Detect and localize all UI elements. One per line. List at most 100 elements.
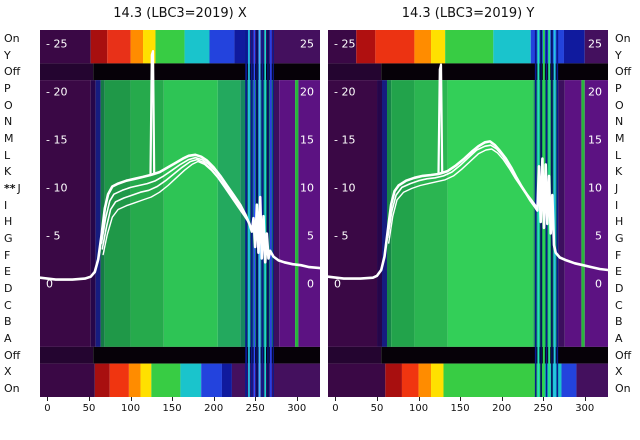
x-tick-label: 0 — [332, 403, 339, 414]
row-label-text: Off — [4, 65, 21, 79]
row-label-on: On — [611, 30, 639, 47]
x-tick-mark — [47, 397, 49, 401]
row-label-b: B — [0, 314, 38, 331]
x-tick-label: 100 — [409, 403, 429, 414]
heatmap-band-strip_bottom — [180, 363, 202, 397]
row-label-text: D — [4, 282, 13, 296]
trace-main — [328, 140, 608, 280]
vertical-stripe — [250, 30, 253, 397]
heatmap-band-off_top — [328, 63, 382, 81]
row-label-text: N — [4, 115, 13, 129]
row-label-text: A — [4, 332, 12, 346]
row-label-m: M — [0, 130, 38, 147]
y-tick-label-right: 5 — [307, 229, 314, 242]
vertical-stripe — [553, 30, 556, 397]
heatmap-band-main — [377, 80, 383, 347]
row-label-i: I — [611, 197, 639, 214]
row-label-g: G — [611, 230, 639, 247]
trace-bundle-3 — [102, 160, 251, 256]
row-label-n: N — [0, 113, 38, 130]
vertical-stripe — [248, 30, 250, 397]
x-tick-label: 200 — [204, 403, 224, 414]
x-tick-mark — [377, 397, 379, 401]
row-label-b: B — [611, 314, 639, 331]
heatmap-band-strip_top — [249, 30, 320, 64]
row-label-off: Off — [611, 347, 639, 364]
vertical-stripe — [253, 30, 256, 397]
row-label-off: Off — [611, 63, 639, 80]
y-tick-label-right: 15 — [300, 133, 314, 146]
row-label-o: O — [0, 97, 38, 114]
heatmap-band-strip_bottom — [109, 363, 129, 397]
row-label-m: M — [611, 130, 639, 147]
row-label-text: K — [615, 165, 623, 179]
row-label-a: A — [0, 330, 38, 347]
row-label-text: K — [4, 165, 12, 179]
heatmap-band-strip_top — [328, 30, 357, 64]
heatmap-band-strip_bottom — [151, 363, 181, 397]
row-label-text: On — [4, 31, 20, 45]
row-label-j: ** J — [0, 180, 38, 197]
heatmap-band-strip_bottom — [201, 363, 222, 397]
row-label-i: I — [0, 197, 38, 214]
y-tick-label-left: - 10 — [46, 181, 67, 194]
row-label-h: H — [611, 214, 639, 231]
row-label-text: M — [615, 131, 625, 145]
row-label-f: F — [0, 247, 38, 264]
row-label-text: On — [615, 31, 631, 45]
heatmap-band-main — [100, 80, 105, 347]
heatmap-band-off_top — [93, 63, 320, 81]
heatmap-band-main — [273, 80, 280, 347]
x-tick-mark — [418, 397, 420, 401]
vertical-stripe — [266, 30, 269, 397]
trace-bundle-1 — [386, 144, 538, 239]
row-label-text: F — [615, 248, 622, 262]
heatmap-band-strip_bottom — [231, 363, 320, 397]
row-label-text: H — [4, 215, 13, 229]
row-label-text: X — [615, 365, 623, 379]
y-tick-label-right: 25 — [588, 37, 602, 50]
heatmap-band-off_bottom — [328, 346, 382, 364]
row-label-d: D — [611, 280, 639, 297]
x-tick-mark — [130, 397, 132, 401]
x-tick-mark — [335, 397, 337, 401]
x-tick-label: 0 — [44, 403, 51, 414]
heatmap-band-strip_bottom — [128, 363, 141, 397]
x-tick-mark — [172, 397, 174, 401]
heatmap-band-strip_bottom — [561, 363, 577, 397]
vertical-stripe — [534, 30, 537, 397]
selected-row-marker: ** — [4, 181, 16, 195]
heatmap-band-strip_bottom — [221, 363, 232, 397]
heatmap-band-main — [447, 80, 534, 347]
row-label-text: G — [4, 232, 13, 245]
trace-spike — [437, 63, 444, 176]
panel-title-y: 14.3 (LBC3=2019) Y — [401, 6, 535, 21]
x-tick-label: 50 — [82, 403, 96, 414]
heatmap-band-strip_bottom — [140, 363, 152, 397]
vertical-stripe — [245, 30, 248, 397]
row-label-x: X — [611, 364, 639, 381]
x-tick-mark — [213, 397, 215, 401]
row-label-text: E — [615, 265, 622, 279]
row-label-c: C — [0, 297, 38, 314]
heatmap-band-off_bottom — [93, 346, 320, 364]
y-tick-label-left: - 5 — [46, 229, 60, 242]
x-axis-panel-x: 0 50 100 150 200 250 300 — [40, 397, 320, 427]
heatmap-band-main — [564, 80, 582, 347]
y-tick-label-right: 0 — [307, 277, 314, 290]
vertical-stripe — [556, 30, 559, 397]
row-label-text: I — [4, 198, 8, 212]
heatmap-band-strip_bottom — [401, 363, 419, 397]
trace-bundle-1 — [100, 156, 248, 244]
x-tick-mark — [255, 397, 257, 401]
row-label-g: G — [0, 230, 38, 247]
heatmap-band-strip_top — [563, 30, 585, 64]
y-tick-label-left: 0 — [46, 277, 53, 290]
y-tick-label-left: - 25 — [334, 37, 355, 50]
heatmap-band-strip_top — [431, 30, 446, 64]
y-tick-label-right: 10 — [588, 181, 602, 194]
heatmap-band-main — [558, 80, 565, 347]
heatmap-band-strip_bottom — [418, 363, 432, 397]
heatmap-band-main — [40, 80, 91, 347]
